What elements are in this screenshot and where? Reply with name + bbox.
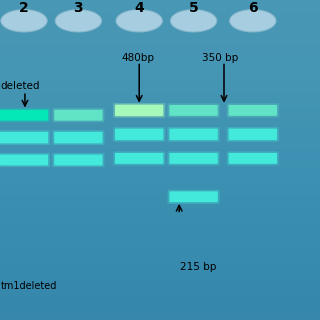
FancyBboxPatch shape xyxy=(170,191,218,202)
FancyBboxPatch shape xyxy=(227,103,279,117)
FancyBboxPatch shape xyxy=(113,103,165,118)
FancyBboxPatch shape xyxy=(168,103,220,117)
FancyBboxPatch shape xyxy=(115,153,163,164)
FancyBboxPatch shape xyxy=(0,153,50,167)
Text: 480bp: 480bp xyxy=(122,52,155,63)
Text: 3: 3 xyxy=(74,1,83,15)
FancyBboxPatch shape xyxy=(113,151,165,165)
FancyBboxPatch shape xyxy=(168,127,220,142)
FancyBboxPatch shape xyxy=(0,132,48,143)
FancyBboxPatch shape xyxy=(229,153,277,164)
FancyBboxPatch shape xyxy=(170,129,218,140)
FancyBboxPatch shape xyxy=(227,151,279,165)
Text: 350 bp: 350 bp xyxy=(202,52,238,63)
FancyBboxPatch shape xyxy=(0,155,48,165)
FancyBboxPatch shape xyxy=(227,127,279,142)
Text: 5: 5 xyxy=(189,1,198,15)
FancyBboxPatch shape xyxy=(170,153,218,164)
Text: 6: 6 xyxy=(248,1,258,15)
FancyBboxPatch shape xyxy=(52,130,104,145)
FancyBboxPatch shape xyxy=(52,153,104,167)
FancyBboxPatch shape xyxy=(115,129,163,140)
FancyBboxPatch shape xyxy=(168,151,220,165)
Ellipse shape xyxy=(171,10,217,32)
FancyBboxPatch shape xyxy=(113,127,165,142)
FancyBboxPatch shape xyxy=(115,105,163,116)
FancyBboxPatch shape xyxy=(0,130,50,145)
Ellipse shape xyxy=(1,10,47,32)
FancyBboxPatch shape xyxy=(54,110,102,121)
Ellipse shape xyxy=(55,10,102,32)
Text: deleted: deleted xyxy=(1,81,40,92)
Ellipse shape xyxy=(230,10,276,32)
FancyBboxPatch shape xyxy=(54,155,102,165)
FancyBboxPatch shape xyxy=(168,190,220,204)
Text: 215 bp: 215 bp xyxy=(180,262,216,272)
Text: tm1deleted: tm1deleted xyxy=(1,281,57,292)
FancyBboxPatch shape xyxy=(0,110,48,121)
FancyBboxPatch shape xyxy=(52,108,104,122)
FancyBboxPatch shape xyxy=(170,105,218,116)
FancyBboxPatch shape xyxy=(229,105,277,116)
FancyBboxPatch shape xyxy=(54,132,102,143)
FancyBboxPatch shape xyxy=(0,108,50,122)
Ellipse shape xyxy=(116,10,162,32)
Text: 2: 2 xyxy=(19,1,29,15)
FancyBboxPatch shape xyxy=(229,129,277,140)
Text: 4: 4 xyxy=(134,1,144,15)
